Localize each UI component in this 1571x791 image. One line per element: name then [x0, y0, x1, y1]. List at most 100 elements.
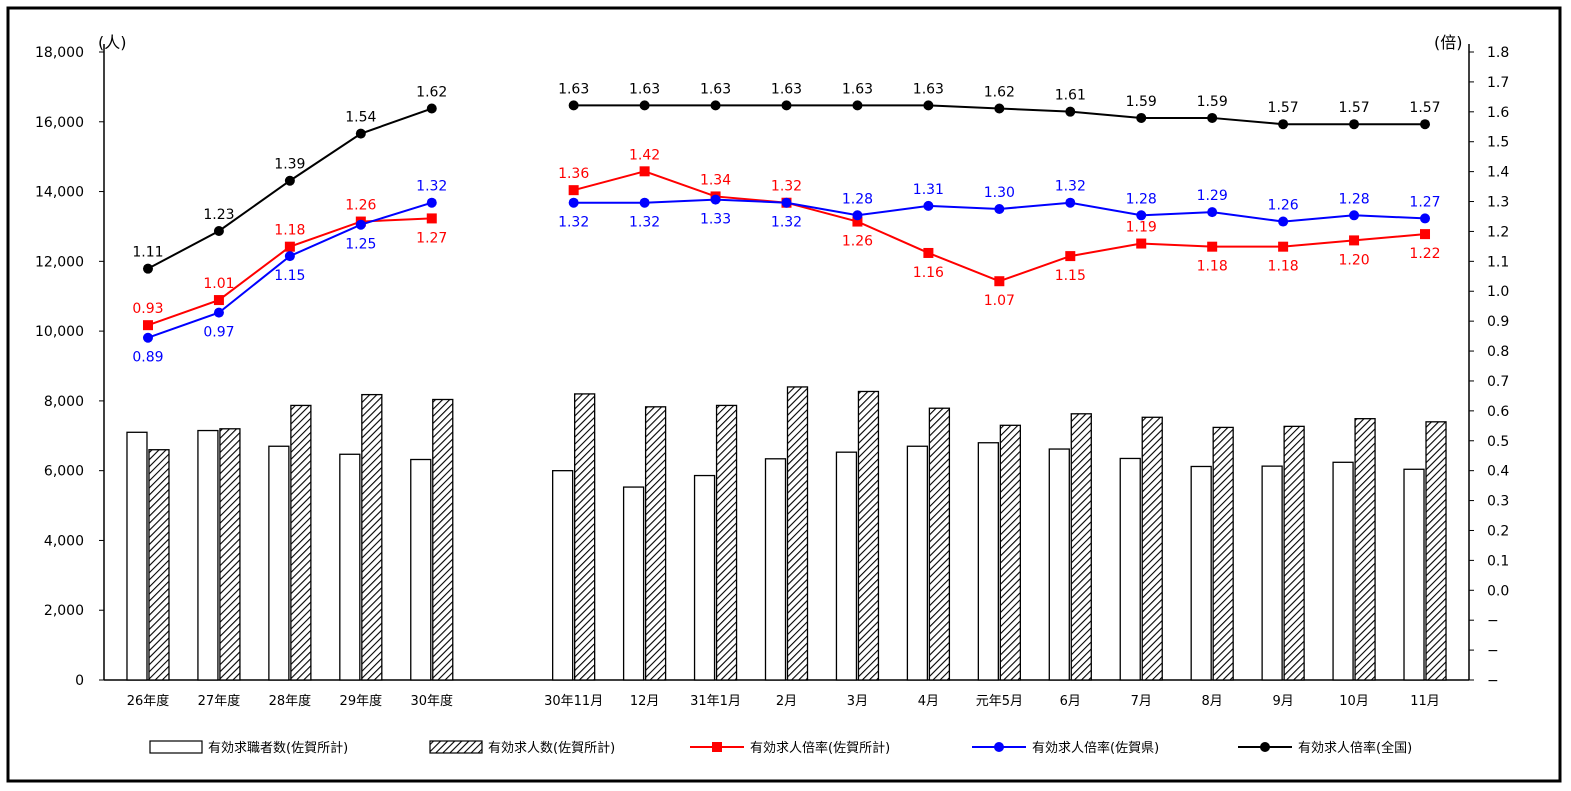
data-label-national: 1.57: [1268, 100, 1299, 116]
bar-jobseekers: [1261, 465, 1283, 681]
x-category-label: 31年1月: [690, 694, 741, 709]
x-category-label: 7月: [1131, 694, 1152, 709]
data-label-national: 1.61: [1055, 88, 1086, 104]
marker-national: [213, 225, 224, 236]
marker-national: [284, 175, 295, 186]
marker-saga-office: [213, 295, 224, 306]
data-label-saga-pref: 0.89: [132, 350, 163, 366]
x-category-label: 3月: [847, 694, 868, 709]
left-axis-tick-label: 12,000: [35, 254, 84, 270]
data-label-saga-pref: 1.31: [913, 182, 944, 198]
right-axis-tick-label: 1.8: [1487, 45, 1509, 61]
marker-national: [1349, 119, 1360, 130]
right-axis-tick-label: 0.7: [1487, 374, 1509, 390]
marker-saga-pref: [852, 210, 863, 221]
data-label-national: 1.63: [913, 81, 944, 97]
data-label-saga-pref: 1.32: [1055, 179, 1086, 195]
data-label-saga-pref: 1.28: [1338, 191, 1369, 207]
data-label-saga-office: 1.20: [1338, 252, 1369, 268]
data-label-saga-office: 1.15: [1055, 268, 1086, 284]
x-category-label: 29年度: [340, 693, 383, 709]
marker-saga-pref: [781, 197, 792, 208]
data-label-saga-office: 1.07: [984, 293, 1015, 309]
bar-job-openings: [1141, 416, 1163, 681]
legend-label: 有効求人倍率(全国): [1298, 740, 1412, 756]
marker-national: [781, 100, 792, 111]
data-label-saga-pref: 1.15: [274, 268, 305, 284]
right-axis-tick-label: 0.2: [1487, 523, 1509, 539]
right-axis-tick-label: 0.6: [1487, 404, 1509, 420]
data-label-national: 1.59: [1197, 94, 1228, 110]
left-axis-tick-label: 14,000: [35, 185, 84, 201]
bar-jobseekers: [977, 442, 999, 681]
data-label-saga-pref: 1.28: [1126, 191, 1157, 207]
x-category-label: 4月: [918, 694, 939, 709]
marker-saga-pref: [1278, 216, 1289, 227]
right-axis-tick-label: 1.7: [1487, 75, 1509, 91]
data-label-saga-pref: 1.29: [1197, 188, 1228, 204]
right-axis-tick-label: 1.2: [1487, 224, 1509, 240]
left-axis-tick-label: 10,000: [35, 324, 84, 340]
left-axis-tick-label: 18,000: [35, 45, 84, 61]
marker-saga-office: [1136, 238, 1147, 249]
marker-saga-office: [923, 247, 934, 258]
right-axis-tick-label: −: [1487, 673, 1499, 689]
data-label-national: 1.62: [416, 85, 447, 101]
marker-saga-office: [426, 213, 437, 224]
marker-saga-pref: [355, 219, 366, 230]
x-category-label: 30年11月: [544, 694, 603, 709]
x-category-label: 10月: [1339, 694, 1369, 709]
x-category-label: 11月: [1410, 694, 1440, 709]
right-axis-tick-label: 1.3: [1487, 195, 1509, 211]
data-label-saga-pref: 1.33: [700, 212, 731, 228]
right-axis-tick-label: 0.1: [1487, 553, 1509, 569]
data-label-saga-office: 1.26: [345, 198, 376, 214]
x-category-label: 6月: [1060, 694, 1081, 709]
right-axis-tick-label: 1.4: [1487, 165, 1509, 181]
bar-job-openings: [148, 449, 170, 681]
data-label-national: 1.54: [345, 110, 376, 126]
bar-job-openings: [999, 424, 1021, 681]
right-axis-tick-label: −: [1487, 613, 1499, 629]
marker-saga-office: [568, 185, 579, 196]
marker-saga-pref: [284, 251, 295, 262]
x-category-label: 30年度: [410, 693, 453, 709]
marker-saga-pref: [142, 332, 153, 343]
marker-national: [568, 100, 579, 111]
left-axis-tick-label: 6,000: [44, 464, 84, 480]
left-axis-unit: (人): [98, 33, 127, 52]
marker-saga-office: [1349, 235, 1360, 246]
data-label-national: 1.59: [1126, 94, 1157, 110]
data-label-saga-office: 1.26: [842, 234, 873, 250]
bar-jobseekers: [268, 445, 290, 681]
data-label-national: 1.11: [132, 245, 163, 261]
data-label-national: 1.39: [274, 157, 305, 173]
bar-jobseekers: [1119, 457, 1141, 681]
bar-job-openings: [1212, 426, 1234, 681]
data-label-saga-office: 1.27: [416, 230, 447, 246]
legend-label: 有効求人数(佐賀所計): [488, 740, 615, 756]
legend-label: 有効求人倍率(佐賀所計): [750, 740, 890, 756]
marker-national: [852, 100, 863, 111]
left-axis-tick-label: 16,000: [35, 115, 84, 131]
marker-saga-office: [994, 276, 1005, 287]
bar-jobseekers: [764, 458, 787, 681]
left-axis-tick-label: 4,000: [44, 533, 84, 549]
data-label-saga-pref: 1.25: [345, 237, 376, 253]
marker-saga-pref: [639, 197, 650, 208]
marker-national: [1136, 112, 1147, 123]
data-label-saga-office: 1.18: [1268, 259, 1299, 275]
data-label-saga-office: 0.93: [132, 301, 163, 317]
left-axis-tick-label: 0: [75, 673, 84, 689]
data-label-saga-pref: 1.32: [558, 215, 589, 231]
bar-jobseekers: [1403, 468, 1425, 681]
right-axis-tick-label: 0.4: [1487, 464, 1509, 480]
data-label-saga-office: 1.34: [700, 172, 731, 188]
marker-saga-office: [639, 166, 650, 177]
data-label-national: 1.23: [203, 207, 234, 223]
x-category-label: 元年5月: [976, 694, 1023, 709]
data-label-saga-office: 1.16: [913, 265, 944, 281]
marker-saga-office: [142, 320, 153, 331]
data-label-saga-pref: 1.32: [771, 215, 802, 231]
